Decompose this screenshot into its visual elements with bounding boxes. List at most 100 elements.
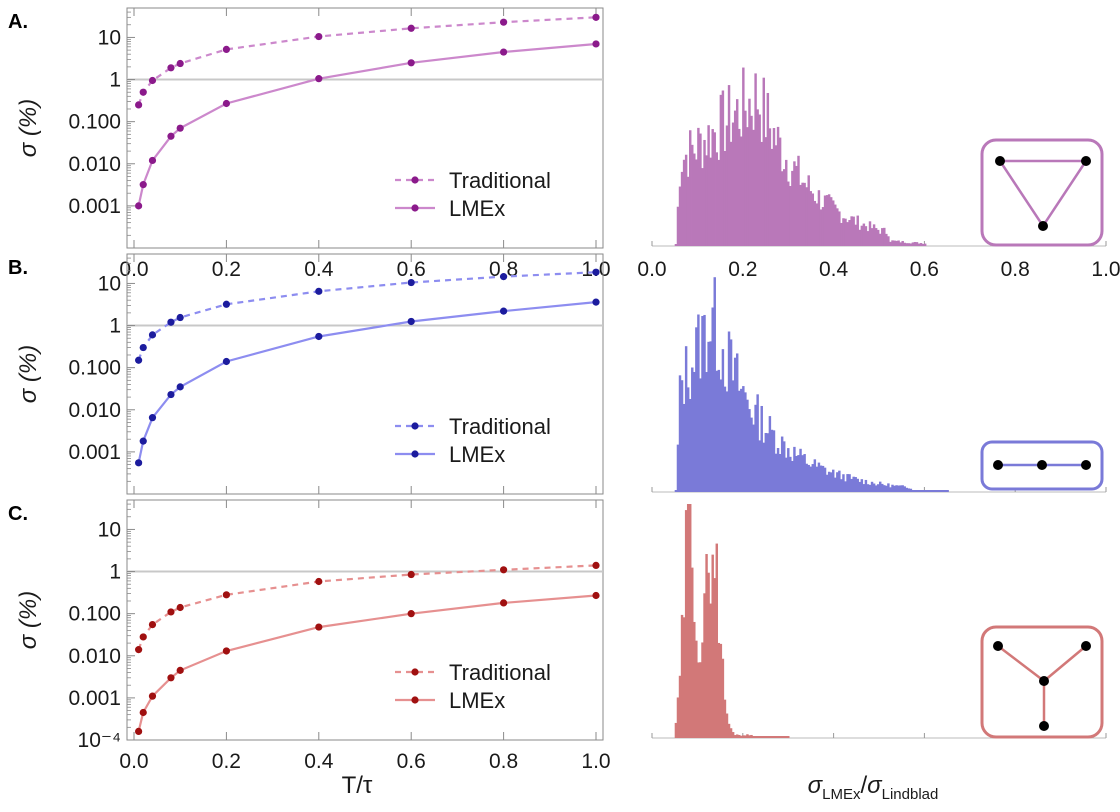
data-point xyxy=(222,99,230,108)
histogram-bar xyxy=(713,277,716,492)
histogram-bar xyxy=(889,241,892,246)
x-tick-label: 0.4 xyxy=(304,750,334,773)
histogram-bar xyxy=(680,614,684,738)
histogram-bar xyxy=(881,228,884,246)
histogram-bar xyxy=(778,454,782,492)
histogram-bar xyxy=(813,459,817,492)
histogram-bar xyxy=(827,194,831,246)
data-point xyxy=(222,300,230,308)
histogram-bar xyxy=(905,243,909,246)
histogram-bar xyxy=(717,369,721,492)
histogram-bar xyxy=(760,736,763,738)
histogram-bar xyxy=(705,155,708,246)
histogram-bar xyxy=(801,455,804,492)
y-axis-label: σ (%) xyxy=(15,99,42,157)
histogram-bar xyxy=(748,735,751,738)
histogram-bar xyxy=(709,341,712,492)
histogram-bar xyxy=(748,409,751,492)
plot-frame xyxy=(126,7,604,249)
data-point xyxy=(176,59,184,68)
data-point xyxy=(139,88,147,96)
histogram-bar xyxy=(860,479,864,492)
panel-label: C. xyxy=(8,503,28,525)
histogram-bar xyxy=(782,169,786,246)
histogram-bar xyxy=(803,182,806,246)
inset-box xyxy=(980,138,1104,247)
data-point xyxy=(167,132,175,140)
histogram-bar xyxy=(856,215,859,246)
data-point xyxy=(148,620,157,629)
inset-node xyxy=(993,460,1003,470)
histogram-bar xyxy=(699,662,702,738)
histogram-bar xyxy=(876,484,880,492)
histogram-bar xyxy=(899,485,902,492)
histogram-bar xyxy=(682,617,686,738)
histogram-bar xyxy=(836,208,839,246)
histogram-bar xyxy=(693,153,696,246)
data-point xyxy=(315,287,323,295)
histogram-bar xyxy=(758,114,761,246)
data-point xyxy=(315,623,323,631)
histogram-bar xyxy=(709,603,712,738)
series-line-traditional xyxy=(137,564,597,650)
histogram-bar xyxy=(772,128,776,246)
histogram-bar xyxy=(789,456,792,492)
histogram-bar xyxy=(707,341,710,492)
histogram-bar xyxy=(691,144,694,246)
histogram-bar xyxy=(819,209,823,246)
histogram-bar xyxy=(748,98,751,246)
data-point xyxy=(592,13,600,21)
histogram-bar xyxy=(750,115,753,246)
y-tick-label: 10⁻⁴ xyxy=(78,729,121,752)
histogram-bar xyxy=(705,372,708,492)
histogram-bar xyxy=(832,200,835,246)
histogram-bar xyxy=(707,125,710,246)
histogram-bar xyxy=(885,485,888,492)
series-line-lmex xyxy=(137,42,597,207)
data-point xyxy=(148,331,157,339)
legend-label: Traditional xyxy=(449,168,551,193)
data-point xyxy=(176,603,184,612)
histogram-bar xyxy=(727,723,731,738)
histogram-bar xyxy=(811,464,815,492)
histogram-bar xyxy=(752,424,755,492)
legend-label: LMEx xyxy=(449,196,505,221)
histogram-bar xyxy=(684,154,688,246)
inset-node xyxy=(1038,221,1048,231)
histogram-bar xyxy=(881,483,884,492)
histogram-bar xyxy=(766,433,770,492)
histogram-bar xyxy=(874,485,878,492)
histogram-bar xyxy=(701,642,704,738)
histogram-bar xyxy=(740,735,743,738)
panel-label: B. xyxy=(8,257,28,279)
histogram-bar xyxy=(854,477,857,492)
histogram-bar xyxy=(832,469,835,492)
histogram-bar xyxy=(711,307,714,492)
inset-graph-edges xyxy=(997,159,1089,229)
histogram-bar xyxy=(780,171,784,246)
histogram-bar xyxy=(735,99,739,247)
histogram-panel-A: 0.0 0.2 0.4 0.6 0.8 1.0 xyxy=(637,67,1120,281)
histogram-bar xyxy=(695,159,698,246)
histogram-bar xyxy=(772,736,776,738)
histogram-bar xyxy=(946,490,949,492)
histogram-bar xyxy=(805,187,808,246)
histogram-bar xyxy=(715,543,719,738)
histogram-bar xyxy=(860,225,864,246)
inset-node xyxy=(1081,460,1091,470)
histogram-bar xyxy=(746,734,749,738)
histogram-bar xyxy=(872,483,876,492)
histogram-bar xyxy=(689,504,692,738)
histogram-bar xyxy=(689,398,692,492)
histogram-bar xyxy=(691,567,694,738)
histogram-bar xyxy=(780,436,784,492)
data-point xyxy=(407,610,415,618)
histogram-bar xyxy=(897,240,900,246)
histogram-bar xyxy=(705,554,708,738)
histogram-bar xyxy=(846,222,849,246)
data-point xyxy=(176,313,184,322)
inset-node xyxy=(1039,721,1049,731)
legend-label: LMEx xyxy=(449,442,505,467)
histogram-bar xyxy=(895,485,898,492)
histogram-bar xyxy=(825,474,829,492)
